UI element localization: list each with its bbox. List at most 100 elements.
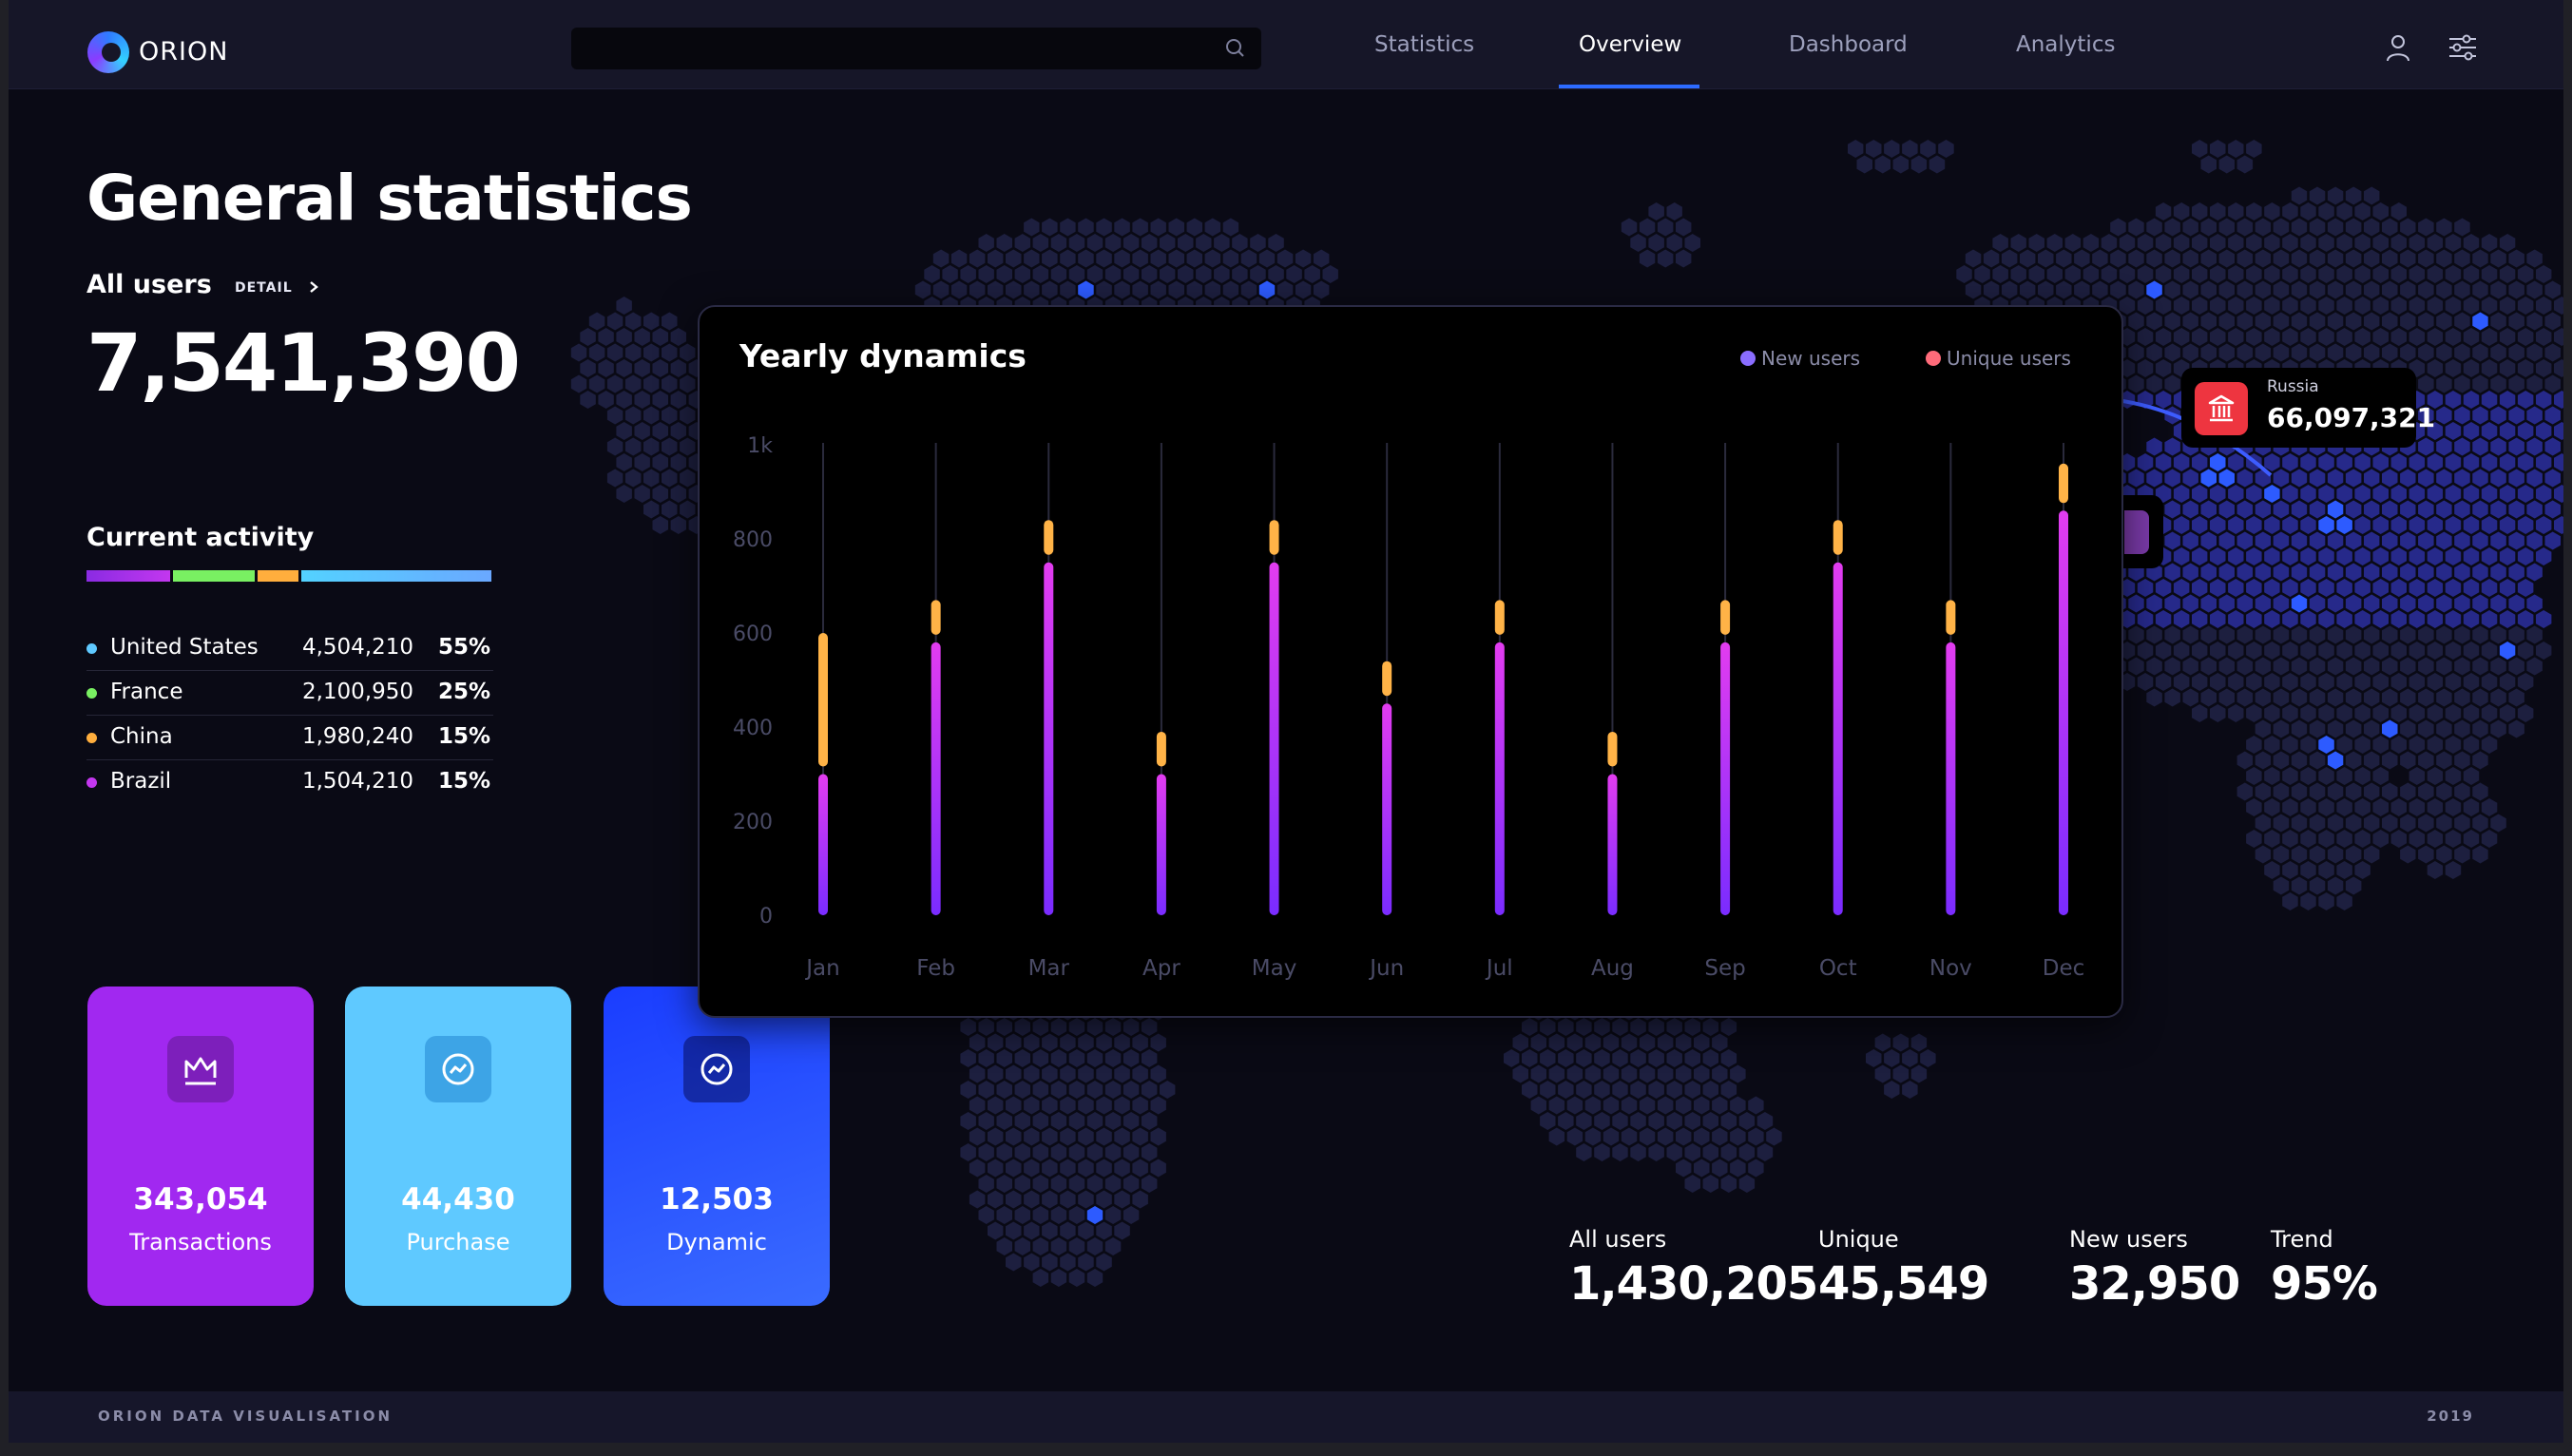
map-hex-cell	[2146, 218, 2162, 237]
bar-unique-users[interactable]	[1607, 731, 1618, 767]
map-hex-cell	[2499, 422, 2516, 440]
map-hex-cell	[1068, 1237, 1085, 1255]
map-hex-cell	[1702, 1112, 1718, 1130]
bar-new-users[interactable]	[1156, 774, 1166, 916]
map-hex-cell	[1612, 1112, 1628, 1130]
bar-new-users[interactable]	[1044, 562, 1054, 915]
map-hex-cell	[2354, 642, 2370, 660]
map-hex-cell	[2418, 563, 2434, 582]
map-hex-cell	[2372, 798, 2389, 816]
map-hex-cell	[2309, 531, 2326, 550]
bar-unique-users[interactable]	[1720, 600, 1731, 635]
map-hex-cell	[2327, 531, 2344, 550]
bar-new-users[interactable]	[1382, 703, 1392, 915]
bar-new-users[interactable]	[1833, 562, 1843, 915]
bar-unique-users[interactable]	[1269, 520, 1279, 555]
bar-unique-users[interactable]	[818, 633, 828, 767]
bar-unique-users[interactable]	[1494, 600, 1505, 635]
settings-sliders-icon[interactable]	[2446, 30, 2480, 65]
bar-unique-users[interactable]	[1382, 661, 1392, 697]
purchase-card[interactable]: 44,430 Purchase	[345, 987, 571, 1306]
map-hex-cell	[2291, 186, 2308, 205]
activity-row[interactable]: United States 4,504,210 55%	[86, 625, 493, 671]
map-hex-cell	[1676, 1096, 1692, 1115]
map-hex-cell	[2544, 500, 2561, 519]
map-hex-cell	[1512, 1064, 1528, 1083]
map-hex-cell	[2300, 673, 2316, 691]
bar-unique-users[interactable]	[931, 600, 941, 635]
map-hex-cell	[2544, 280, 2561, 299]
map-hex-cell	[1141, 1081, 1158, 1099]
map-hex-cell	[2526, 437, 2543, 456]
map-hex-cell	[2481, 359, 2498, 377]
map-hex-cell	[2427, 359, 2444, 377]
russia-tooltip[interactable]: Russia 66,097,321	[2181, 368, 2435, 448]
bar-new-users[interactable]	[2059, 510, 2068, 915]
dynamic-card[interactable]: 12,503 Dynamic	[604, 987, 830, 1306]
activity-row[interactable]: Brazil 1,504,210 15%	[86, 759, 493, 804]
map-hex-cell	[2400, 531, 2416, 550]
nav-statistics[interactable]: Statistics	[1374, 31, 1475, 57]
detail-link[interactable]: DETAIL	[235, 280, 293, 296]
map-hex-cell	[2345, 719, 2362, 738]
map-hex-cell	[2499, 673, 2516, 691]
map-hex-cell	[2273, 218, 2290, 237]
search-input[interactable]	[571, 28, 1261, 69]
map-hex-cell	[1068, 1049, 1085, 1067]
user-icon[interactable]	[2381, 30, 2415, 65]
map-hex-cell	[2028, 265, 2044, 283]
map-hex-cell	[2418, 469, 2434, 488]
map-hex-cell	[2472, 751, 2488, 770]
map-hex-cell	[2282, 767, 2298, 785]
country-color-dot	[86, 777, 97, 788]
map-hex-cell	[1042, 1159, 1058, 1178]
map-hex-cell	[2038, 249, 2054, 268]
map-hex-cell	[2210, 579, 2226, 597]
bar-new-users[interactable]	[1946, 642, 1956, 915]
map-hex-cell	[1024, 1096, 1040, 1115]
map-hex-cell	[2409, 673, 2426, 691]
map-hex-cell	[2291, 469, 2308, 488]
bar-unique-users[interactable]	[1044, 520, 1054, 555]
nav-overview[interactable]: Overview	[1579, 31, 1682, 57]
activity-row[interactable]: France 2,100,950 25%	[86, 670, 493, 716]
bar-unique-users[interactable]	[1156, 731, 1166, 767]
nav-dashboard[interactable]: Dashboard	[1789, 31, 1908, 57]
bar-new-users[interactable]	[818, 774, 828, 916]
bar-new-users[interactable]	[1494, 642, 1505, 915]
legend-new-users[interactable]: New users	[1740, 345, 1860, 372]
map-hex-cell	[2128, 249, 2144, 268]
bar-new-users[interactable]	[1269, 562, 1279, 915]
map-hex-cell	[996, 1206, 1012, 1224]
map-hex-cell	[1874, 1033, 1891, 1052]
search-icon[interactable]	[1223, 36, 1248, 61]
map-hex-cell	[1042, 218, 1058, 237]
map-hex-cell	[988, 1127, 1004, 1146]
bar-new-users[interactable]	[1607, 774, 1618, 916]
bar-new-users[interactable]	[1720, 642, 1731, 915]
map-hex-cell	[2354, 265, 2370, 283]
bar-unique-users[interactable]	[2059, 463, 2068, 504]
map-hex-cell	[2200, 343, 2217, 362]
x-tick-label: Jul	[1485, 956, 1513, 981]
nav-analytics[interactable]: Analytics	[2016, 31, 2116, 57]
logo[interactable]: ORION	[87, 30, 228, 73]
stat-value: 95%	[2271, 1257, 2378, 1311]
transactions-card[interactable]: 343,054 Transactions	[87, 987, 314, 1306]
chevron-right-icon[interactable]	[308, 280, 319, 294]
map-hex-cell	[2463, 704, 2480, 722]
bar-unique-users[interactable]	[1946, 600, 1956, 635]
map-hex-cell	[2454, 657, 2470, 676]
map-hex-cell	[2046, 265, 2063, 283]
bar-new-users[interactable]	[931, 642, 941, 915]
map-hex-cell	[1730, 1127, 1746, 1146]
legend-unique-users[interactable]: Unique users	[1926, 345, 2071, 372]
map-hex-cell	[978, 1081, 994, 1099]
country-name: Brazil	[110, 769, 172, 794]
map-hex-cell	[960, 1018, 976, 1036]
activity-row[interactable]: China 1,980,240 15%	[86, 715, 493, 760]
map-hex-cell	[2182, 343, 2198, 362]
bar-unique-users[interactable]	[1833, 520, 1843, 555]
map-hex-cell	[2382, 751, 2398, 770]
map-hex-cell	[1104, 1175, 1122, 1193]
